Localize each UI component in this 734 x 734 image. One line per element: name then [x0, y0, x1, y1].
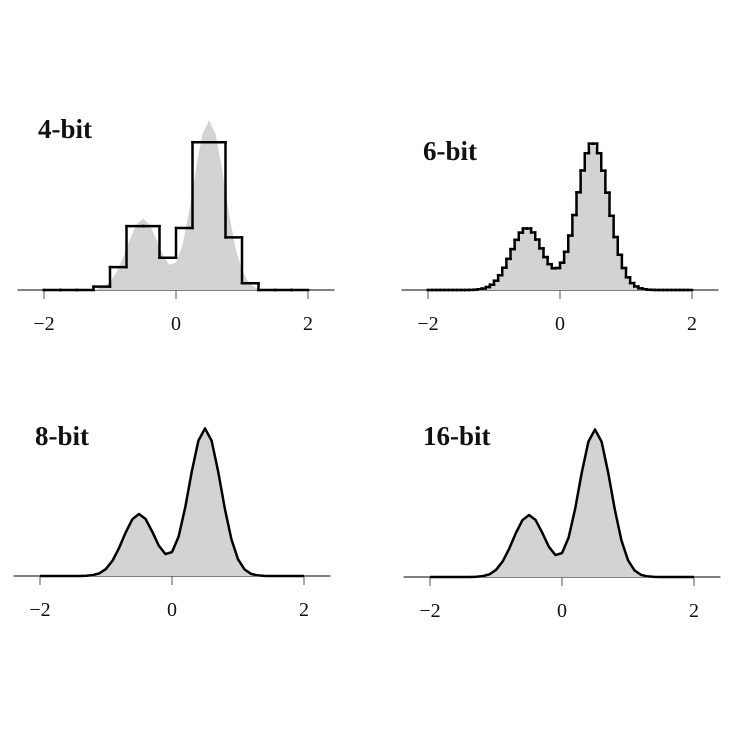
panel-title: 4-bit: [38, 114, 92, 144]
x-tick-label: 2: [689, 600, 699, 622]
x-tick-label: 0: [555, 313, 565, 335]
x-tick-label: 2: [299, 599, 309, 621]
panel-title: 8-bit: [35, 421, 89, 451]
x-tick-label: −2: [419, 600, 440, 622]
x-tick-label: −2: [33, 313, 54, 335]
density-area: [44, 120, 308, 290]
density-line: [40, 427, 304, 578]
panel-title: 16-bit: [423, 421, 491, 451]
density-line: [430, 428, 694, 579]
panel-title: 6-bit: [423, 136, 477, 166]
density-area: [430, 429, 694, 577]
x-tick-label: 0: [167, 599, 177, 621]
x-tick-label: 0: [557, 600, 567, 622]
x-tick-label: −2: [29, 599, 50, 621]
x-tick-label: −2: [417, 313, 438, 335]
x-tick-label: 2: [687, 313, 697, 335]
x-tick-label: 0: [171, 313, 181, 335]
x-tick-label: 2: [303, 313, 313, 335]
